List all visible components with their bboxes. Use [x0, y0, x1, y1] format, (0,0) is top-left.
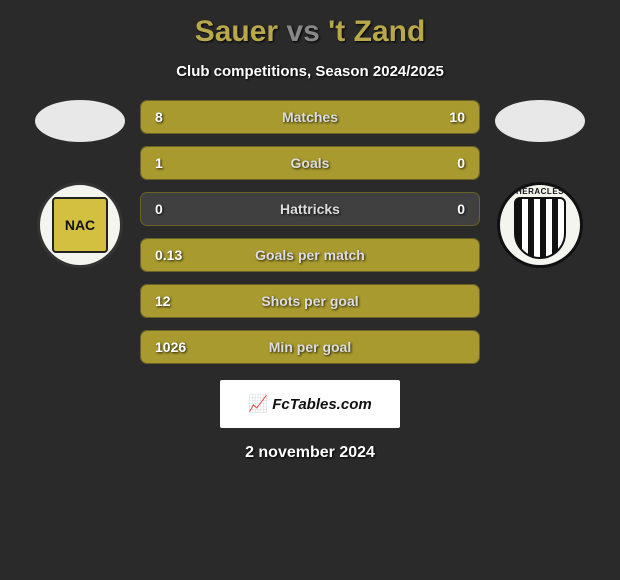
stats-column: 8 Matches 10 1 Goals 0 0 Hattricks 0 0.13 Goals pe…	[140, 100, 480, 364]
stat-bar-left	[141, 101, 290, 133]
stat-bar-left	[141, 147, 405, 179]
stat-label: Hattricks	[280, 201, 340, 217]
stat-label: Min per goal	[269, 339, 351, 355]
stat-value-left: 0.13	[155, 247, 182, 263]
player-left-name: Sauer	[195, 15, 278, 48]
chart-icon: 📈	[248, 394, 268, 414]
stat-value-left: 12	[155, 293, 171, 309]
stat-value-left: 8	[155, 109, 163, 125]
comparison-date: 2 november 2024	[0, 444, 620, 462]
stat-row: 0 Hattricks 0	[140, 192, 480, 226]
stat-label: Shots per goal	[261, 293, 358, 309]
branding-text: FcTables.com	[272, 396, 371, 413]
left-side: NAC	[20, 100, 140, 268]
stat-row: 1 Goals 0	[140, 146, 480, 180]
stat-value-left: 0	[155, 201, 163, 217]
right-side: HERACLES	[480, 100, 600, 268]
player-right-name: 't Zand	[328, 15, 425, 48]
right-player-photo	[495, 100, 585, 142]
stat-row: 12 Shots per goal	[140, 284, 480, 318]
comparison-card: Sauer vs 't Zand Club competitions, Seas…	[0, 0, 620, 472]
stat-value-right: 0	[457, 201, 465, 217]
shield-icon	[514, 197, 566, 259]
stat-row: 0.13 Goals per match	[140, 238, 480, 272]
branding-badge[interactable]: 📈 FcTables.com	[220, 380, 400, 428]
left-player-photo	[35, 100, 125, 142]
stat-value-left: 1026	[155, 339, 186, 355]
stat-row: 1026 Min per goal	[140, 330, 480, 364]
stat-label: Goals per match	[255, 247, 365, 263]
stat-label: Goals	[291, 155, 330, 171]
stat-row: 8 Matches 10	[140, 100, 480, 134]
vs-label: vs	[286, 15, 319, 48]
stat-value-right: 10	[449, 109, 465, 125]
stat-label: Matches	[282, 109, 338, 125]
left-club-badge: NAC	[37, 182, 123, 268]
subtitle: Club competitions, Season 2024/2025	[0, 63, 620, 80]
right-club-initials: HERACLES	[516, 187, 564, 196]
right-club-badge: HERACLES	[497, 182, 583, 268]
stat-value-left: 1	[155, 155, 163, 171]
stat-value-right: 0	[457, 155, 465, 171]
left-club-initials: NAC	[52, 197, 108, 253]
stat-bar-right	[405, 147, 479, 179]
page-title: Sauer vs 't Zand	[0, 15, 620, 49]
main-content: NAC 8 Matches 10 1 Goals 0 0 Hattricks 0 0.13 Goal…	[0, 100, 620, 364]
